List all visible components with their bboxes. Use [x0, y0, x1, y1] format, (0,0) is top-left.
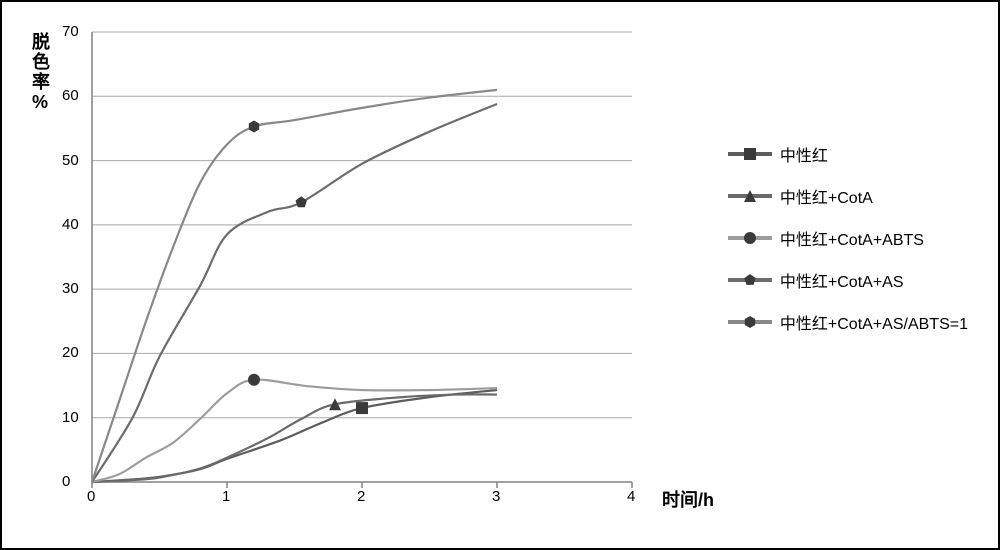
y-tick-label: 10 — [62, 409, 79, 426]
legend-line-swatch — [728, 320, 772, 324]
plot-area — [82, 22, 642, 492]
legend: 中性红中性红+CotA 中性红+CotA+ABTS 中性红+CotA+AS 中性红+C… — [728, 142, 968, 352]
y-tick-label: 30 — [62, 280, 79, 297]
legend-marker-icon — [742, 188, 758, 204]
legend-label: 中性红+CotA+ABTS — [780, 226, 924, 250]
legend-item: 中性红+CotA+AS — [728, 268, 968, 292]
legend-item: 中性红 — [728, 142, 968, 166]
x-tick-label: 0 — [87, 488, 95, 505]
series-marker — [296, 196, 307, 207]
legend-item: 中性红+CotA — [728, 184, 968, 208]
series-line — [92, 394, 497, 482]
x-tick-label: 4 — [627, 488, 635, 505]
x-tick-label: 1 — [222, 488, 230, 505]
chart-container: 脱色率% 0 10 20 30 40 50 60 70 0 1 2 3 4 时间/h 中性红中性红+Co… — [0, 0, 1000, 550]
legend-item: 中性红+CotA+ABTS — [728, 226, 968, 250]
legend-marker-icon — [742, 272, 758, 288]
x-tick-label: 2 — [357, 488, 365, 505]
legend-line-swatch — [728, 278, 772, 282]
series-line — [92, 390, 497, 482]
legend-line-swatch — [728, 152, 772, 156]
y-tick-label: 20 — [62, 344, 79, 361]
legend-marker-icon — [742, 230, 758, 246]
legend-label: 中性红 — [780, 142, 828, 166]
y-tick-label: 70 — [62, 23, 79, 40]
legend-label: 中性红+CotA+AS — [780, 268, 904, 292]
x-axis-label: 时间/h — [662, 486, 714, 512]
legend-line-swatch — [728, 236, 772, 240]
legend-label: 中性红+CotA — [780, 184, 873, 208]
y-tick-label: 40 — [62, 216, 79, 233]
legend-line-swatch — [728, 194, 772, 198]
series-marker — [248, 374, 260, 386]
y-tick-label: 0 — [62, 473, 70, 490]
legend-label: 中性红+CotA+AS/ABTS=1 — [780, 310, 968, 334]
legend-marker-icon — [742, 146, 758, 162]
y-tick-label: 50 — [62, 152, 79, 169]
x-tick-label: 3 — [492, 488, 500, 505]
series-marker — [356, 402, 368, 414]
y-tick-label: 60 — [62, 87, 79, 104]
series-marker — [249, 121, 259, 133]
legend-marker-icon — [742, 314, 758, 330]
y-axis-label: 脱色率% — [27, 32, 53, 114]
legend-item: 中性红+CotA+AS/ABTS=1 — [728, 310, 968, 334]
